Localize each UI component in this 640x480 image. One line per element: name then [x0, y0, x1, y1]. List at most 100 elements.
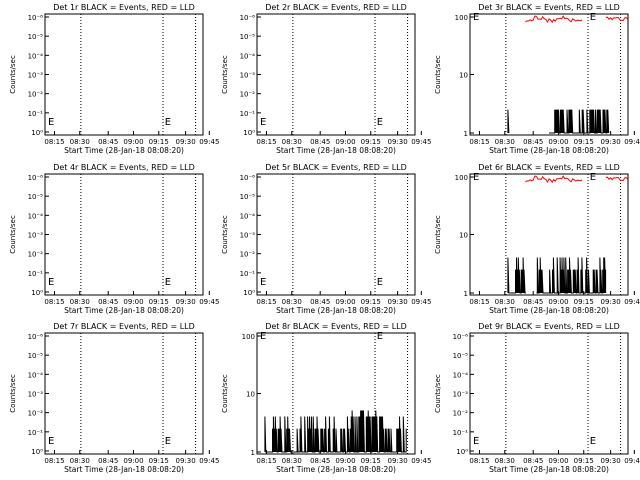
plot-frame: [469, 332, 629, 455]
chart-panel-5: Det 5r BLACK = Events, RED = LLD 10⁰ 10⁻¹ 1…: [221, 163, 431, 315]
x-tick-label: 09:45: [624, 138, 640, 146]
x-tick-label: 09:15: [574, 298, 594, 306]
chart-title: Det 3r BLACK = Events, RED = LLD: [478, 3, 620, 12]
y-axis-label: Counts/sec: [434, 55, 442, 94]
x-tick-label: 08:30: [282, 298, 302, 306]
event-marker: E: [48, 117, 54, 128]
y-tick-label: 10⁻⁵: [28, 193, 44, 201]
events-trace: [264, 410, 407, 453]
chart-panel-2: Det 2r BLACK = Events, RED = LLD 10⁰ 10⁻¹ 1…: [221, 3, 431, 155]
x-tick-label: 08:30: [495, 138, 515, 146]
event-marker: E: [473, 436, 479, 447]
chart-panel-3: Det 3r BLACK = Events, RED = LLD 1 10 100 08…: [434, 3, 640, 155]
x-tick-label: 08:15: [44, 457, 64, 465]
y-axis-label: Counts/sec: [221, 55, 229, 94]
chart-panel-4: Det 4r BLACK = Events, RED = LLD 10⁰ 10⁻¹ 1…: [9, 163, 219, 315]
y-tick-label: 10⁻³: [28, 391, 44, 399]
x-axis-label: Start Time (28-Jan-18 08:08:20): [276, 146, 396, 155]
event-marker: E: [260, 277, 266, 288]
x-tick-label: 08:45: [523, 457, 543, 465]
y-tick-label: 10⁻³: [28, 232, 44, 240]
y-axis-label: Counts/sec: [434, 374, 442, 413]
x-tick-label: 09:15: [361, 138, 381, 146]
x-tick-label: 09:30: [601, 457, 621, 465]
y-tick-label: 100: [455, 14, 468, 22]
event-marker: E: [377, 117, 383, 128]
x-tick-label: 08:15: [469, 298, 489, 306]
events-trace: [507, 109, 510, 134]
x-tick-label: 09:30: [388, 298, 408, 306]
x-axis-label: Start Time (28-Jan-18 08:08:20): [64, 306, 184, 315]
events-trace: [549, 109, 610, 134]
y-tick-label: 10⁻³: [28, 72, 44, 80]
y-axis-label: Counts/sec: [9, 55, 17, 94]
y-tick-label: 10: [246, 391, 255, 399]
y-tick-label: 10⁻¹: [28, 270, 44, 278]
x-tick-label: 08:15: [44, 298, 64, 306]
x-tick-label: 08:15: [256, 138, 276, 146]
x-tick-label: 09:30: [388, 138, 408, 146]
x-tick-label: 08:30: [282, 457, 302, 465]
y-tick-label: 10: [459, 72, 468, 80]
x-tick-label: 09:30: [388, 457, 408, 465]
x-tick-label: 08:45: [310, 138, 330, 146]
y-tick-label: 1: [464, 130, 468, 138]
lld-trace: [605, 176, 629, 182]
x-tick-label: 08:15: [44, 138, 64, 146]
x-tick-label: 08:15: [469, 457, 489, 465]
y-tick-label: 100: [455, 174, 468, 182]
y-tick-label: 10⁰: [456, 448, 468, 456]
x-tick-label: 09:00: [548, 138, 568, 146]
x-tick-label: 09:45: [411, 138, 431, 146]
event-marker: E: [473, 172, 479, 183]
event-marker: E: [590, 12, 596, 23]
plot-frame: [44, 173, 204, 296]
x-tick-label: 08:45: [310, 457, 330, 465]
y-tick-label: 10⁻⁶: [240, 14, 256, 22]
x-tick-label: 08:45: [98, 298, 118, 306]
x-tick-label: 08:30: [70, 298, 90, 306]
x-tick-label: 09:45: [624, 298, 640, 306]
y-tick-label: 10⁻¹: [453, 429, 469, 437]
x-tick-label: 08:30: [495, 298, 515, 306]
y-tick-label: 10⁰: [31, 289, 43, 297]
x-axis-label: Start Time (28-Jan-18 08:08:20): [64, 465, 184, 474]
chart-title: Det 9r BLACK = Events, RED = LLD: [478, 322, 620, 331]
event-marker: E: [165, 436, 171, 447]
lld-trace: [605, 16, 629, 22]
y-tick-label: 10⁻⁴: [240, 212, 256, 220]
y-tick-label: 10⁰: [31, 129, 43, 137]
chart-panel-6: Det 6r BLACK = Events, RED = LLD 1 10 100 08…: [434, 163, 640, 315]
event-marker: E: [473, 12, 479, 23]
y-tick-label: 1: [251, 449, 255, 457]
x-tick-label: 08:45: [98, 457, 118, 465]
event-marker: E: [260, 331, 266, 342]
x-tick-label: 09:15: [149, 298, 169, 306]
x-tick-label: 09:30: [601, 298, 621, 306]
x-tick-label: 08:30: [495, 457, 515, 465]
chart-title: Det 7r BLACK = Events, RED = LLD: [53, 322, 195, 331]
x-tick-label: 09:30: [176, 457, 196, 465]
y-axis-label: Counts/sec: [9, 215, 17, 254]
event-marker: E: [377, 331, 383, 342]
chart-panel-9: Det 9r BLACK = Events, RED = LLD 10⁰ 10⁻¹ 1…: [434, 322, 640, 474]
y-tick-label: 10⁻⁴: [28, 52, 44, 60]
event-marker: E: [590, 172, 596, 183]
y-tick-label: 10⁻¹: [28, 110, 44, 118]
y-tick-label: 10⁻¹: [240, 270, 256, 278]
y-tick-label: 10⁻³: [453, 391, 469, 399]
x-tick-label: 09:00: [335, 138, 355, 146]
y-tick-label: 10⁻⁶: [240, 174, 256, 182]
y-axis-label: Counts/sec: [221, 374, 229, 413]
plot-frame: [256, 13, 416, 136]
y-tick-label: 10⁻⁴: [28, 371, 44, 379]
event-marker: E: [590, 436, 596, 447]
y-tick-label: 10⁻⁵: [28, 33, 44, 41]
x-tick-label: 09:30: [176, 298, 196, 306]
x-tick-label: 09:30: [176, 138, 196, 146]
lld-trace: [525, 15, 583, 24]
x-tick-label: 09:00: [335, 298, 355, 306]
x-tick-label: 08:15: [256, 457, 276, 465]
y-tick-label: 10⁻²: [28, 91, 44, 99]
